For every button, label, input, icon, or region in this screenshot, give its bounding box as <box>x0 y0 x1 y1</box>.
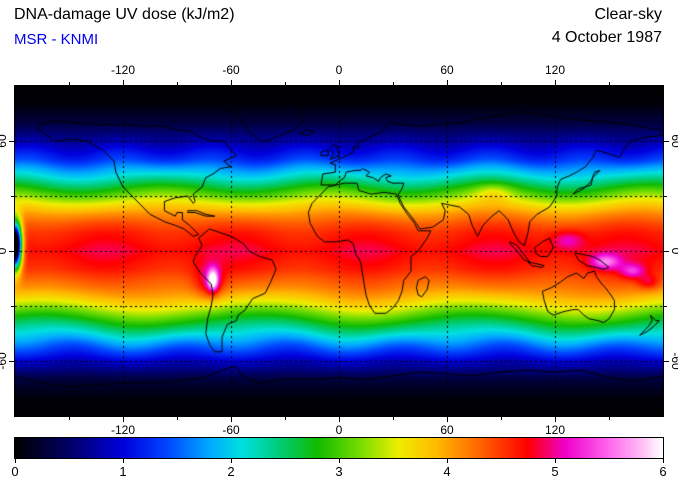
colorbar-tick-label: 1 <box>119 464 127 479</box>
lon-tick-label-bottom: -120 <box>110 423 136 437</box>
colorbar-tick-label: 5 <box>551 464 559 479</box>
colorbar: 0 1 2 3 4 5 6 <box>11 437 667 478</box>
lon-tick-bottom <box>176 417 178 420</box>
lon-tick-top <box>68 82 70 85</box>
lon-tick-top <box>176 82 178 85</box>
lon-tick-label-bottom: -60 <box>222 423 240 437</box>
lon-tick-bottom <box>500 417 502 420</box>
source-label: MSR - KNMI <box>14 31 99 48</box>
lon-tick-bottom <box>554 417 556 422</box>
colorbar-tick <box>14 459 16 463</box>
lon-tick-top <box>392 82 394 85</box>
lon-tick-label-top: 120 <box>544 63 566 77</box>
lat-tick-right <box>664 305 667 307</box>
condition-label: Clear-sky <box>594 6 662 23</box>
lon-tick-label-bottom: 120 <box>544 423 566 437</box>
date-label: 4 October 1987 <box>551 29 662 46</box>
lat-tick-left <box>9 360 14 362</box>
lon-tick-top <box>608 82 610 85</box>
lon-tick-top <box>338 80 340 85</box>
colorbar-tick <box>122 459 124 463</box>
lat-tick-right <box>664 360 669 362</box>
lon-tick-label-bottom: 0 <box>335 423 343 437</box>
lon-tick-bottom <box>608 417 610 420</box>
lat-tick-label-right: 60 <box>669 134 678 148</box>
lon-tick-top <box>500 82 502 85</box>
lon-tick-top <box>284 82 286 85</box>
colorbar-tick <box>662 459 664 463</box>
lat-tick-left <box>9 140 14 142</box>
map-plot-area: -120 -120 -60 -60 0 0 60 60 120 120 60 60 0 0 -60 -60 <box>0 64 678 436</box>
lat-tick-right <box>664 250 669 252</box>
colorbar-tick-label: 2 <box>227 464 235 479</box>
lon-tick-bottom <box>68 417 70 420</box>
colorbar-canvas <box>15 438 663 458</box>
colorbar-tick-label: 6 <box>659 464 667 479</box>
lon-tick-top <box>554 80 556 85</box>
lon-tick-label-top: -120 <box>110 63 136 77</box>
lat-tick-left <box>11 195 14 197</box>
lon-tick-label-top: 0 <box>335 63 343 77</box>
colorbar-tick-label: 3 <box>335 464 343 479</box>
lon-tick-top <box>122 80 124 85</box>
lon-tick-bottom <box>284 417 286 420</box>
lon-tick-top <box>446 80 448 85</box>
lat-tick-left <box>9 250 14 252</box>
lon-tick-bottom <box>230 417 232 422</box>
lon-tick-top <box>230 80 232 85</box>
lon-tick-bottom <box>446 417 448 422</box>
lon-tick-label-top: 60 <box>440 63 454 77</box>
lon-tick-bottom <box>392 417 394 420</box>
lat-tick-label-left: 60 <box>0 134 9 148</box>
lat-tick-left <box>11 305 14 307</box>
lon-tick-bottom <box>122 417 124 422</box>
figure-title: DNA-damage UV dose (kJ/m2) <box>14 6 235 23</box>
lon-tick-bottom <box>338 417 340 422</box>
lat-tick-label-left: -60 <box>0 352 9 370</box>
lat-tick-label-left: 0 <box>0 233 9 269</box>
lat-tick-label-right: 0 <box>669 233 678 269</box>
colorbar-tick <box>338 459 340 463</box>
lon-tick-label-top: -60 <box>222 63 240 77</box>
colorbar-tick <box>446 459 448 463</box>
lat-tick-right <box>664 195 667 197</box>
colorbar-tick-label: 0 <box>11 464 19 479</box>
uv-heatmap-canvas <box>15 86 663 416</box>
colorbar-tick <box>554 459 556 463</box>
lat-tick-right <box>664 140 669 142</box>
lat-tick-label-right: -60 <box>669 352 678 370</box>
colorbar-tick <box>230 459 232 463</box>
lon-tick-label-bottom: 60 <box>440 423 454 437</box>
colorbar-tick-label: 4 <box>443 464 451 479</box>
